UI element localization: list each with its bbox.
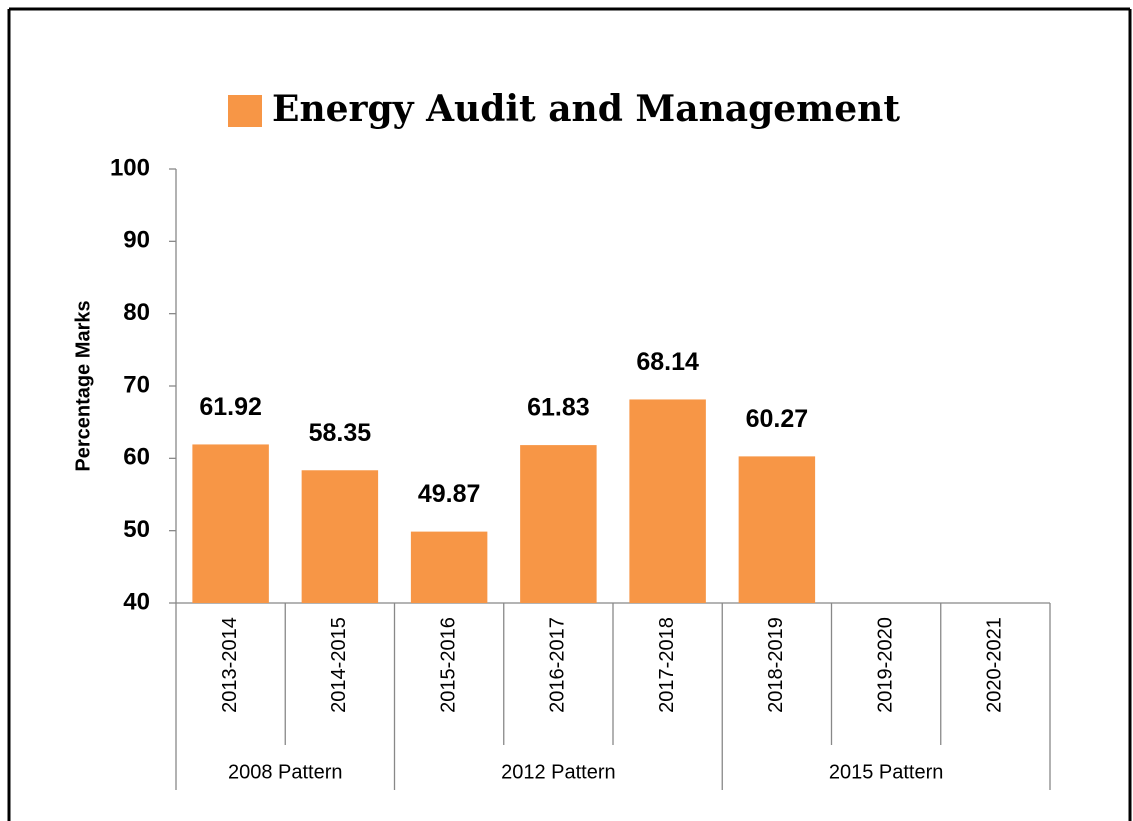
y-tick-label: 60 <box>123 444 150 471</box>
bar <box>629 399 706 603</box>
legend-swatch <box>228 95 262 127</box>
y-tick-label: 90 <box>123 227 150 254</box>
value-label: 61.92 <box>199 393 262 421</box>
y-tick-label: 80 <box>123 299 150 326</box>
value-label: 60.27 <box>746 405 809 433</box>
value-label: 61.83 <box>527 394 590 422</box>
x-tick-label: 2017-2018 <box>656 617 678 713</box>
value-label: 58.35 <box>309 419 372 447</box>
group-label: 2015 Pattern <box>829 761 944 783</box>
bar <box>192 444 269 603</box>
group-label: 2012 Pattern <box>501 761 616 783</box>
bar <box>410 531 488 603</box>
x-tick-label: 2014-2015 <box>328 617 350 713</box>
bar <box>520 445 597 603</box>
x-tick-label: 2019-2020 <box>874 617 896 713</box>
x-tick-label: 2016-2017 <box>547 617 569 713</box>
x-tick-label: 2020-2021 <box>984 617 1006 713</box>
y-tick-label: 100 <box>110 154 150 181</box>
group-label: 2008 Pattern <box>228 761 343 783</box>
y-tick-label: 40 <box>123 588 150 615</box>
legend-label: Energy Audit and Management <box>272 88 900 130</box>
value-label: 49.87 <box>418 480 481 508</box>
x-tick-label: 2015-2016 <box>437 617 459 713</box>
bar <box>738 456 816 603</box>
y-axis-label: Percentage Marks <box>72 300 94 471</box>
bar <box>301 470 379 603</box>
y-tick-label: 70 <box>123 371 150 398</box>
value-label: 68.14 <box>636 348 699 376</box>
y-tick-label: 50 <box>123 516 150 543</box>
x-tick-label: 2018-2019 <box>765 617 787 713</box>
x-tick-label: 2013-2014 <box>219 617 241 713</box>
